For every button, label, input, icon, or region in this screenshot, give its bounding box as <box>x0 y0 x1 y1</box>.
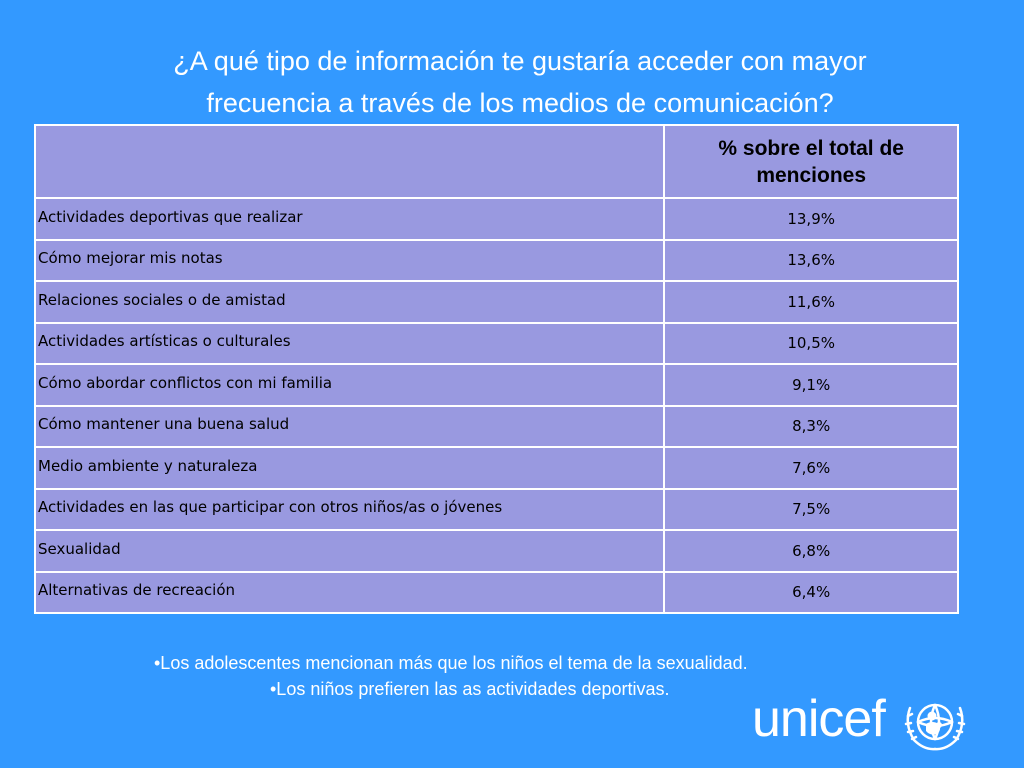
row-label: Cómo mejorar mis notas <box>33 238 666 282</box>
table-header-row: % sobre el total de menciones <box>33 124 959 199</box>
table-column-header: % sobre el total de menciones <box>663 124 959 199</box>
row-value: 6,4% <box>663 570 959 614</box>
mentions-table: % sobre el total de menciones Actividade… <box>33 124 959 614</box>
row-value: 13,6% <box>663 238 959 282</box>
row-value: 11,6% <box>663 280 959 324</box>
table-row: Actividades artísticas o culturales 10,5… <box>33 321 959 365</box>
table-row: Alternativas de recreación 6,4% <box>33 570 959 614</box>
row-value: 10,5% <box>663 321 959 365</box>
table-row: Cómo abordar conflictos con mi familia 9… <box>33 363 959 407</box>
unicef-emblem-icon <box>904 703 966 751</box>
row-label: Cómo abordar conflictos con mi familia <box>33 363 666 407</box>
slide-title: ¿A qué tipo de información te gustaría a… <box>60 40 980 124</box>
slide-title-line-1: ¿A qué tipo de información te gustaría a… <box>173 46 867 76</box>
row-label: Relaciones sociales o de amistad <box>33 280 666 324</box>
note-adolescents: •Los adolescentes mencionan más que los … <box>154 653 748 673</box>
row-label: Actividades artísticas o culturales <box>33 321 666 365</box>
logo-wordmark: unicef <box>752 690 886 748</box>
row-value: 9,1% <box>663 363 959 407</box>
row-label: Sexualidad <box>33 529 666 573</box>
table-row: Actividades en las que participar con ot… <box>33 487 959 531</box>
table-row: Sexualidad 6,8% <box>33 529 959 573</box>
row-value: 7,6% <box>663 446 959 490</box>
row-label: Actividades deportivas que realizar <box>33 197 666 241</box>
table-header-blank-cell <box>33 124 666 199</box>
table-row: Medio ambiente y naturaleza 7,6% <box>33 446 959 490</box>
slide-title-line-2: frecuencia a través de los medios de com… <box>206 88 834 118</box>
table-row: Cómo mantener una buena salud 8,3% <box>33 404 959 448</box>
notes: •Los adolescentes mencionan más que los … <box>60 650 1000 702</box>
table-row: Actividades deportivas que realizar 13,9… <box>33 197 959 241</box>
table-row: Cómo mejorar mis notas 13,6% <box>33 238 959 282</box>
row-label: Alternativas de recreación <box>33 570 666 614</box>
row-label: Medio ambiente y naturaleza <box>33 446 666 490</box>
row-label: Actividades en las que participar con ot… <box>33 487 666 531</box>
row-value: 13,9% <box>663 197 959 241</box>
row-value: 7,5% <box>663 487 959 531</box>
row-value: 6,8% <box>663 529 959 573</box>
unicef-logo: unicef <box>752 690 972 756</box>
row-label: Cómo mantener una buena salud <box>33 404 666 448</box>
table-row: Relaciones sociales o de amistad 11,6% <box>33 280 959 324</box>
row-value: 8,3% <box>663 404 959 448</box>
note-children: •Los niños prefieren las as actividades … <box>270 679 670 699</box>
